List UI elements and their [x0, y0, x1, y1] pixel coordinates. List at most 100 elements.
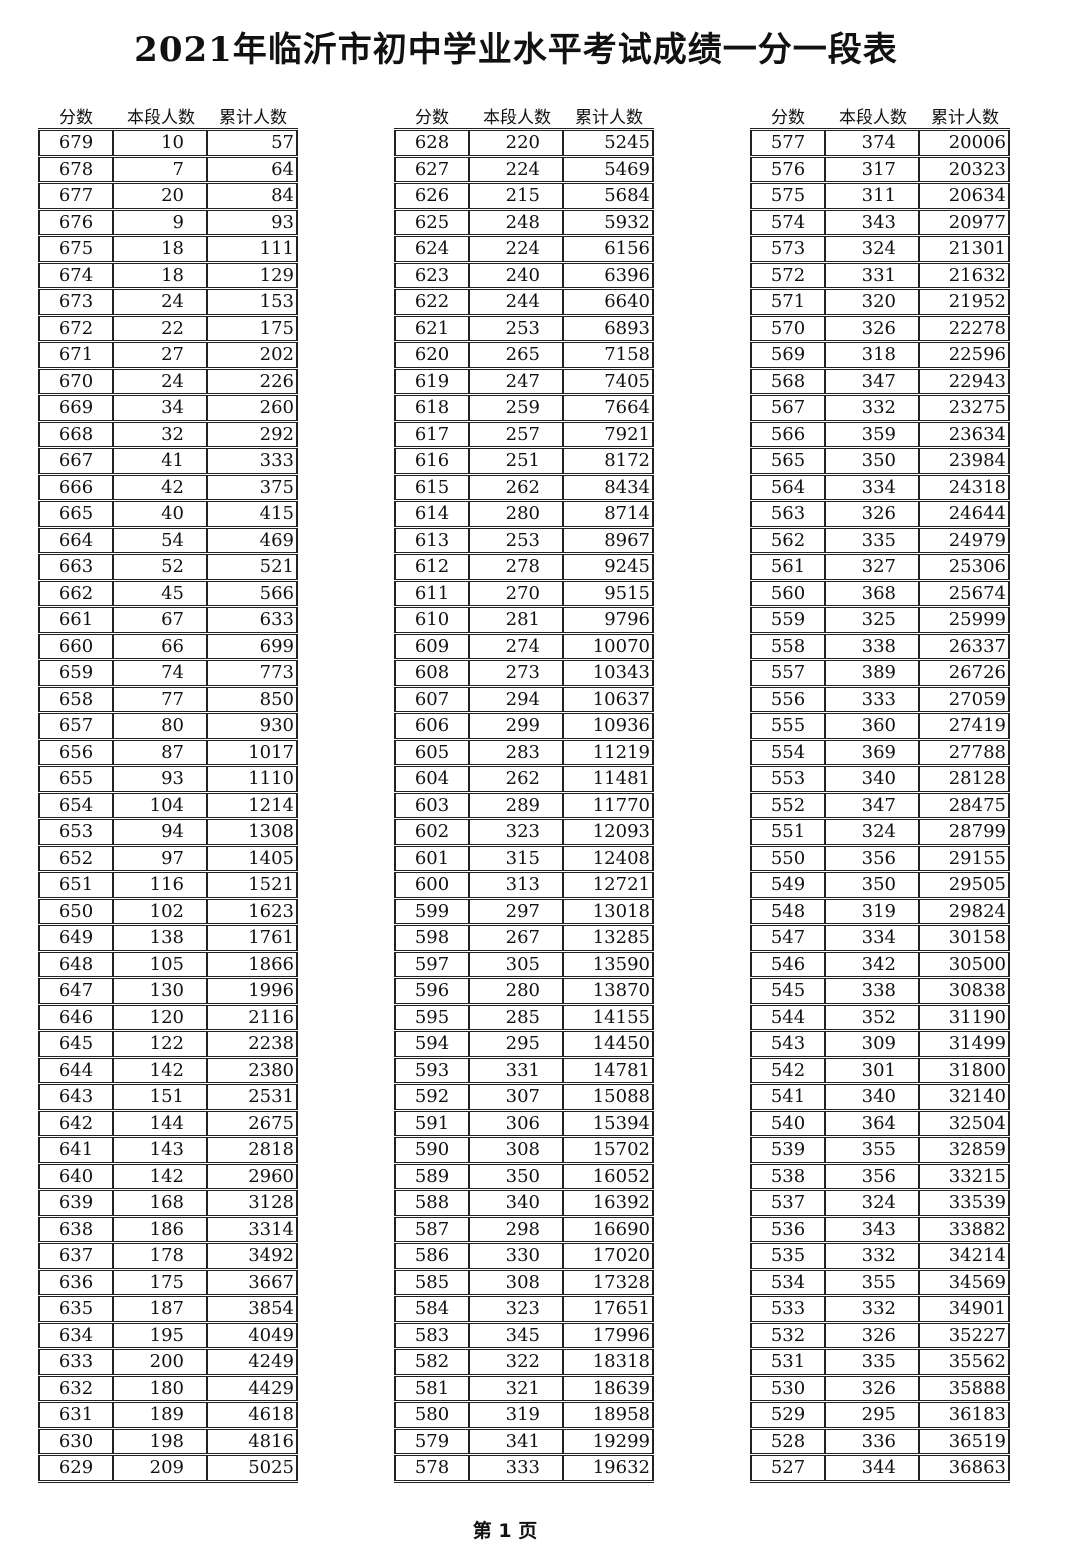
cumulative-cell: 13018 — [564, 899, 654, 923]
table-row: 542 301 31800 — [750, 1058, 1010, 1085]
cumulative-cell: 19299 — [564, 1429, 654, 1453]
count-cell: 130 — [114, 979, 208, 1003]
score-cell: 592 — [394, 1085, 470, 1109]
cumulative-cell: 1308 — [208, 820, 298, 844]
count-cell: 336 — [826, 1429, 920, 1453]
table-row: 583 345 17996 — [394, 1323, 654, 1350]
table-row: 532 326 35227 — [750, 1323, 1010, 1350]
score-cell: 671 — [38, 343, 114, 367]
table-row: 529 295 36183 — [750, 1403, 1010, 1430]
cumulative-cell: 21952 — [920, 290, 1010, 314]
score-cell: 590 — [394, 1138, 470, 1162]
cumulative-cell: 3128 — [208, 1191, 298, 1215]
cumulative-cell: 16690 — [564, 1217, 654, 1241]
cumulative-cell: 27059 — [920, 687, 1010, 711]
table-row: 557 389 26726 — [750, 661, 1010, 688]
cumulative-cell: 1110 — [208, 767, 298, 791]
cumulative-cell: 26726 — [920, 661, 1010, 685]
cumulative-cell: 29505 — [920, 873, 1010, 897]
count-cell: 364 — [826, 1111, 920, 1135]
cumulative-cell: 21301 — [920, 237, 1010, 261]
score-cell: 611 — [394, 581, 470, 605]
score-cell: 543 — [750, 1032, 826, 1056]
table-row: 611 270 9515 — [394, 581, 654, 608]
cumulative-cell: 20634 — [920, 184, 1010, 208]
score-cell: 627 — [394, 157, 470, 181]
cumulative-cell: 260 — [208, 396, 298, 420]
count-cell: 317 — [826, 157, 920, 181]
cumulative-cell: 57 — [208, 131, 298, 155]
cumulative-cell: 31800 — [920, 1058, 1010, 1082]
cumulative-cell: 12721 — [564, 873, 654, 897]
cumulative-cell: 4618 — [208, 1403, 298, 1427]
table-row: 594 295 14450 — [394, 1032, 654, 1059]
table-row: 536 343 33882 — [750, 1217, 1010, 1244]
cumulative-cell: 17651 — [564, 1297, 654, 1321]
table-row: 651 116 1521 — [38, 873, 298, 900]
table-row: 584 323 17651 — [394, 1297, 654, 1324]
cumulative-cell: 15702 — [564, 1138, 654, 1162]
score-cell: 674 — [38, 263, 114, 287]
table-row: 595 285 14155 — [394, 1005, 654, 1032]
score-cell: 534 — [750, 1270, 826, 1294]
score-cell: 673 — [38, 290, 114, 314]
score-cell: 667 — [38, 449, 114, 473]
count-cell: 186 — [114, 1217, 208, 1241]
table-row: 673 24 153 — [38, 290, 298, 317]
score-cell: 619 — [394, 369, 470, 393]
score-cell: 655 — [38, 767, 114, 791]
count-cell: 350 — [826, 873, 920, 897]
cumulative-cell: 1623 — [208, 899, 298, 923]
score-cell: 527 — [750, 1456, 826, 1480]
score-cell: 584 — [394, 1297, 470, 1321]
count-cell: 333 — [470, 1456, 564, 1480]
table-row: 604 262 11481 — [394, 767, 654, 794]
count-cell: 244 — [470, 290, 564, 314]
table-row: 531 335 35562 — [750, 1350, 1010, 1377]
cumulative-cell: 13870 — [564, 979, 654, 1003]
score-cell: 528 — [750, 1429, 826, 1453]
score-cell: 659 — [38, 661, 114, 685]
cumulative-cell: 33539 — [920, 1191, 1010, 1215]
table-row: 613 253 8967 — [394, 528, 654, 555]
table-row: 678 7 64 — [38, 157, 298, 184]
score-cell: 625 — [394, 210, 470, 234]
count-cell: 341 — [470, 1429, 564, 1453]
count-cell: 178 — [114, 1244, 208, 1268]
score-cell: 617 — [394, 422, 470, 446]
score-cell: 633 — [38, 1350, 114, 1374]
table-row: 617 257 7921 — [394, 422, 654, 449]
count-cell: 324 — [826, 1191, 920, 1215]
count-cell: 265 — [470, 343, 564, 367]
cumulative-cell: 3667 — [208, 1270, 298, 1294]
count-cell: 308 — [470, 1138, 564, 1162]
table-row: 623 240 6396 — [394, 263, 654, 290]
cumulative-cell: 773 — [208, 661, 298, 685]
table-row: 606 299 10936 — [394, 714, 654, 741]
table-row: 649 138 1761 — [38, 926, 298, 953]
score-cell: 600 — [394, 873, 470, 897]
score-cell: 559 — [750, 608, 826, 632]
cumulative-cell: 31190 — [920, 1005, 1010, 1029]
score-cell: 602 — [394, 820, 470, 844]
score-cell: 582 — [394, 1350, 470, 1374]
count-cell: 93 — [114, 767, 208, 791]
count-cell: 24 — [114, 369, 208, 393]
table-row: 574 343 20977 — [750, 210, 1010, 237]
cumulative-cell: 13285 — [564, 926, 654, 950]
score-cell: 669 — [38, 396, 114, 420]
score-cell: 532 — [750, 1323, 826, 1347]
count-cell: 224 — [470, 157, 564, 181]
count-cell: 32 — [114, 422, 208, 446]
table-row: 668 32 292 — [38, 422, 298, 449]
cumulative-cell: 10070 — [564, 634, 654, 658]
cumulative-cell: 6640 — [564, 290, 654, 314]
table-row: 607 294 10637 — [394, 687, 654, 714]
count-cell: 9 — [114, 210, 208, 234]
count-cell: 198 — [114, 1429, 208, 1453]
cumulative-cell: 26337 — [920, 634, 1010, 658]
score-cell: 630 — [38, 1429, 114, 1453]
cumulative-cell: 11481 — [564, 767, 654, 791]
score-cell: 651 — [38, 873, 114, 897]
count-cell: 324 — [826, 237, 920, 261]
